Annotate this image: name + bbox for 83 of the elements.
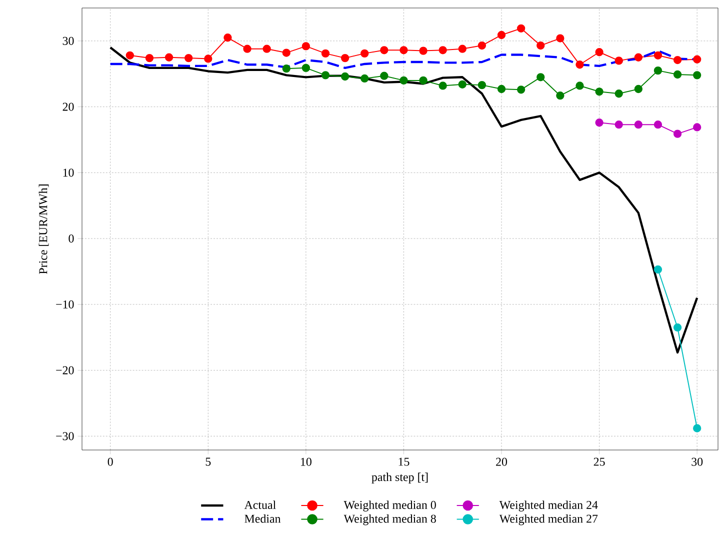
legend-label: Actual bbox=[244, 500, 276, 509]
x-tick-label: 0 bbox=[108, 458, 113, 466]
y-tick-label: −10 bbox=[56, 300, 74, 308]
point bbox=[692, 71, 702, 80]
point bbox=[673, 70, 682, 79]
point bbox=[595, 118, 604, 127]
point bbox=[458, 80, 466, 88]
point bbox=[419, 46, 428, 55]
point bbox=[654, 51, 662, 60]
x-tick-label: 15 bbox=[398, 458, 410, 466]
point bbox=[145, 54, 154, 62]
point bbox=[654, 66, 662, 75]
point bbox=[673, 56, 682, 64]
point bbox=[692, 55, 702, 64]
x-axis-title: path step [t] bbox=[372, 472, 428, 484]
point bbox=[634, 84, 642, 94]
x-tick-label: 10 bbox=[301, 458, 312, 466]
point bbox=[302, 64, 310, 72]
point bbox=[654, 265, 662, 274]
legend-label: Weighted median 24 bbox=[499, 500, 598, 512]
point bbox=[340, 72, 350, 81]
point bbox=[458, 44, 466, 53]
y-axis-title: Price [EUR/MWh] bbox=[38, 184, 49, 274]
point bbox=[478, 41, 486, 50]
point bbox=[321, 71, 330, 80]
point bbox=[164, 53, 174, 62]
point bbox=[556, 92, 564, 100]
point bbox=[478, 80, 486, 90]
point bbox=[184, 54, 193, 62]
legend-label: Weighted median 0 bbox=[344, 500, 436, 512]
point bbox=[614, 56, 623, 65]
point bbox=[243, 44, 252, 53]
point bbox=[282, 48, 290, 57]
point bbox=[302, 42, 310, 50]
point bbox=[556, 34, 564, 42]
point bbox=[438, 82, 447, 90]
point bbox=[262, 44, 271, 53]
point bbox=[654, 120, 662, 129]
point bbox=[692, 123, 702, 132]
point bbox=[282, 64, 290, 73]
point bbox=[673, 130, 682, 138]
point bbox=[126, 51, 134, 60]
point bbox=[224, 34, 232, 42]
point bbox=[536, 73, 545, 82]
y-tick-label: 0 bbox=[68, 234, 74, 243]
x-tick-label: 20 bbox=[496, 458, 508, 466]
y-tick-label: −20 bbox=[56, 366, 74, 374]
point bbox=[536, 41, 545, 50]
point bbox=[497, 30, 506, 40]
point bbox=[634, 120, 642, 129]
point bbox=[380, 72, 388, 80]
point bbox=[400, 76, 408, 85]
point bbox=[673, 323, 682, 332]
point bbox=[516, 86, 526, 94]
point bbox=[321, 49, 330, 58]
y-tick-label: 10 bbox=[63, 168, 74, 177]
y-tick-label: −30 bbox=[56, 432, 74, 440]
x-tick-label: 30 bbox=[692, 458, 703, 466]
point bbox=[438, 46, 447, 54]
point bbox=[340, 54, 350, 62]
point bbox=[360, 49, 369, 58]
y-tick-label: 30 bbox=[62, 36, 74, 45]
point bbox=[516, 24, 526, 32]
point bbox=[576, 82, 584, 90]
x-tick-label: 5 bbox=[206, 458, 211, 466]
point bbox=[400, 46, 408, 54]
point bbox=[614, 120, 623, 129]
point bbox=[576, 60, 584, 69]
point bbox=[419, 76, 428, 85]
point bbox=[497, 84, 506, 94]
legend-label: Median bbox=[244, 514, 281, 523]
point bbox=[204, 54, 212, 63]
point bbox=[595, 48, 604, 56]
y-tick-label: 20 bbox=[62, 102, 74, 111]
point bbox=[380, 46, 388, 54]
point bbox=[634, 53, 642, 62]
point bbox=[360, 74, 369, 83]
x-tick-label: 25 bbox=[594, 458, 605, 466]
point bbox=[595, 88, 604, 96]
point bbox=[614, 90, 623, 98]
legend-label: Weighted median 8 bbox=[344, 514, 436, 526]
point bbox=[692, 424, 702, 432]
legend-label: Weighted median 27 bbox=[499, 514, 598, 526]
